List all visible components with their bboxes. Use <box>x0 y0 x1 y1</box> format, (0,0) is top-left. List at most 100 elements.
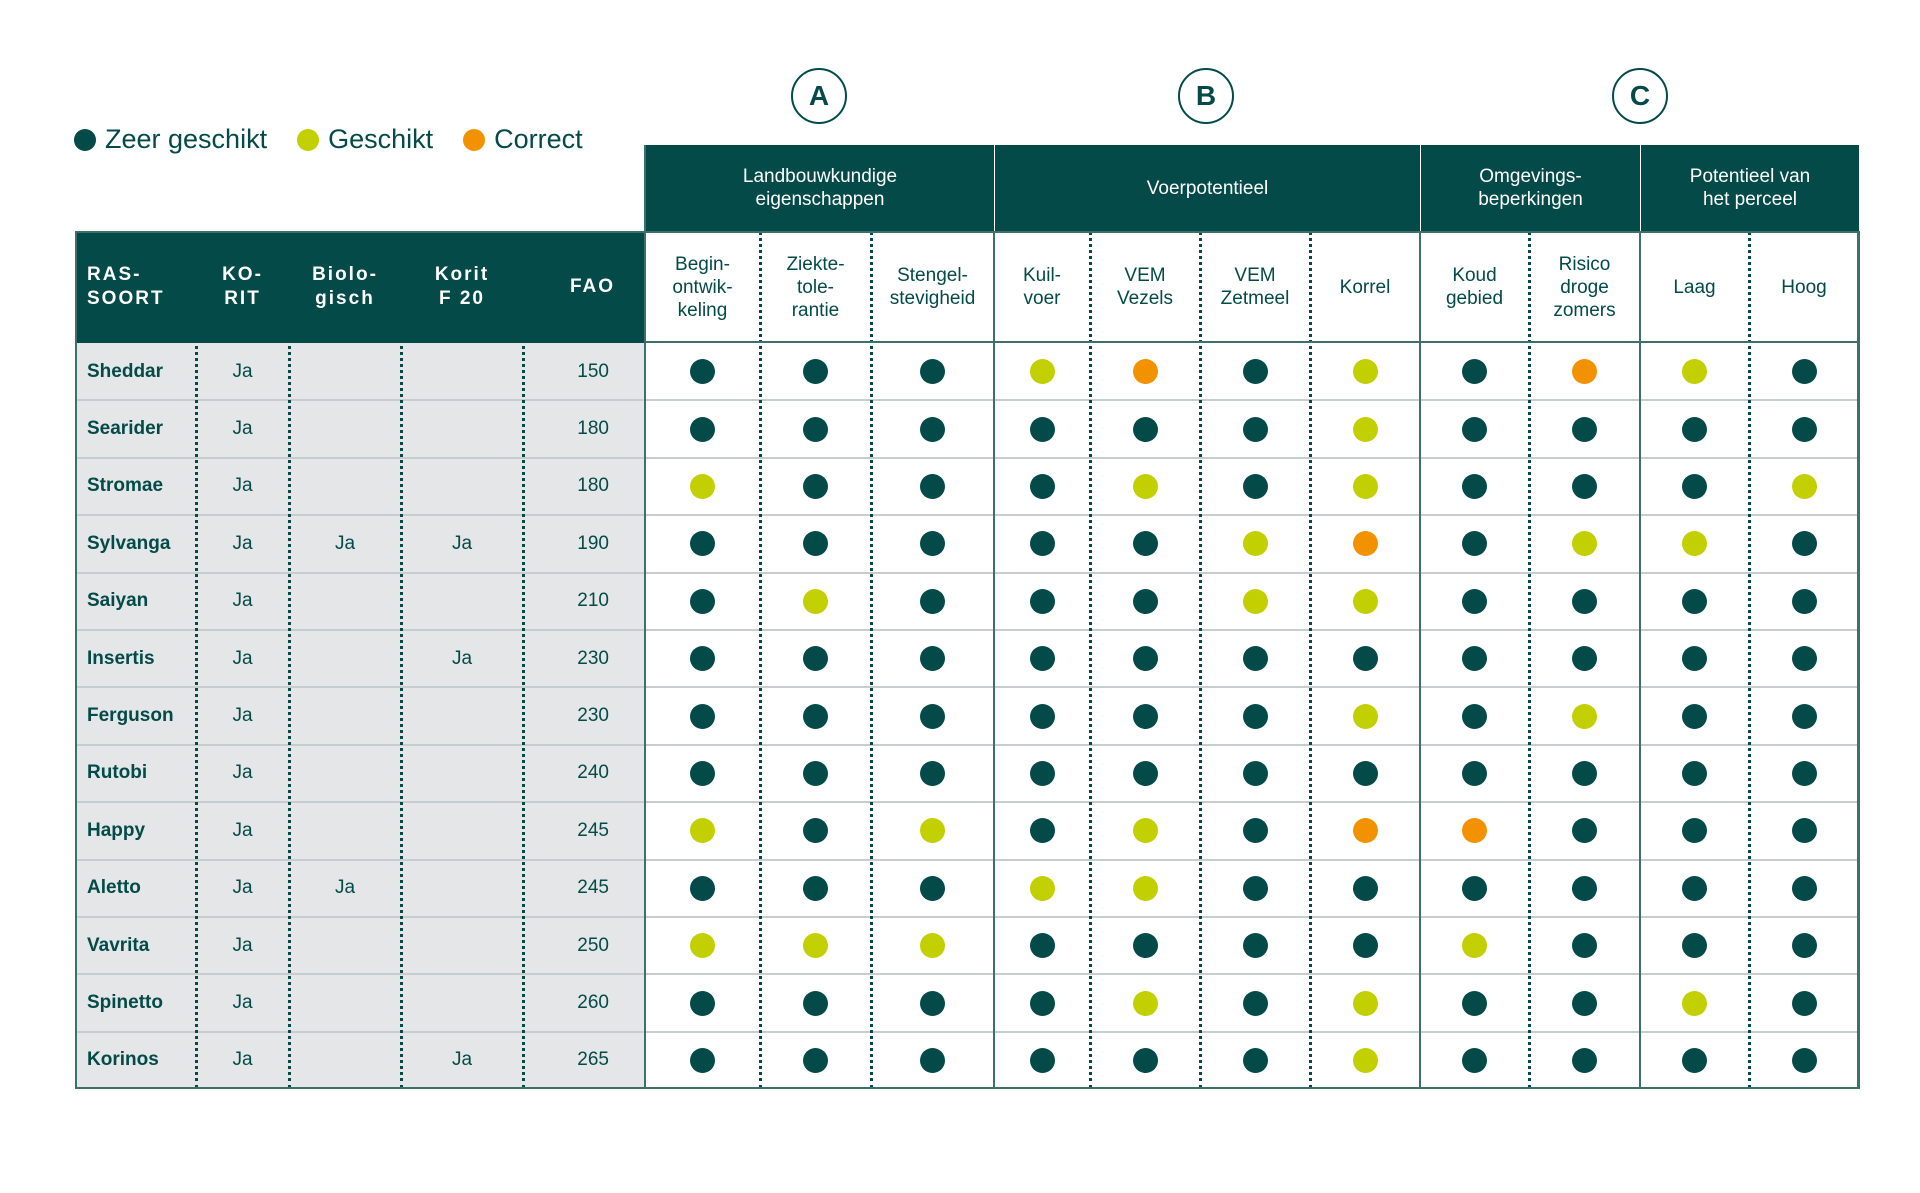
variety-name: Searider <box>87 418 164 440</box>
legend: Zeer geschikt Geschikt Correct <box>74 124 613 155</box>
column-divider <box>1199 231 1202 1090</box>
rating-dot-zeer-geschikt <box>1572 588 1597 614</box>
sub-header: Kuil- voer <box>1022 265 1061 309</box>
sub-header: VEM Vezels <box>1117 265 1173 309</box>
rating-dot-zeer-geschikt <box>690 416 715 442</box>
rating-dot-zeer-geschikt <box>803 1048 828 1073</box>
cell-korit: Ja <box>232 762 253 784</box>
group-divider <box>1639 231 1641 1090</box>
header-fao: FAO <box>523 231 645 343</box>
sub-header: Laag <box>1673 276 1716 298</box>
column-divider <box>1089 231 1092 1090</box>
rating-dot-geschikt <box>1352 1048 1378 1073</box>
rating-dot-zeer-geschikt <box>1462 646 1487 672</box>
rating-dot-zeer-geschikt <box>1572 933 1597 959</box>
cell-korit: Ja <box>232 360 253 382</box>
cell-bio: Ja <box>334 877 356 899</box>
variety-name: Happy <box>87 819 146 841</box>
rating-dot-zeer-geschikt <box>1791 646 1817 672</box>
rating-dot-zeer-geschikt <box>1242 416 1268 442</box>
rating-dot-zeer-geschikt <box>1462 531 1487 557</box>
rating-dot-geschikt <box>1029 359 1055 385</box>
rating-dot-zeer-geschikt <box>690 875 715 901</box>
sub-header: Koud gebied <box>1445 265 1504 309</box>
column-divider <box>1309 231 1312 1090</box>
row-divider <box>75 399 1859 402</box>
column-divider <box>195 231 198 1090</box>
rating-dot-zeer-geschikt <box>1572 761 1597 786</box>
rating-dot-zeer-geschikt <box>1572 990 1597 1016</box>
rating-dot-geschikt <box>1682 531 1707 557</box>
rating-dot-zeer-geschikt <box>1462 416 1487 442</box>
group-divider <box>1419 231 1421 1090</box>
rating-dot-zeer-geschikt <box>690 531 715 557</box>
rating-dot-zeer-geschikt <box>1791 416 1817 442</box>
rating-dot-zeer-geschikt <box>1462 474 1487 499</box>
column-divider <box>1528 231 1531 1090</box>
cell-korit: Ja <box>232 418 253 440</box>
cell-fao: 250 <box>577 934 609 956</box>
legend-correct: Correct <box>463 124 583 155</box>
rating-dot-zeer-geschikt <box>1462 875 1487 901</box>
cell-fao: 260 <box>577 992 609 1014</box>
rating-dot-zeer-geschikt <box>1352 933 1378 959</box>
rating-dot-zeer-geschikt <box>1572 875 1597 901</box>
rating-dot-zeer-geschikt <box>1791 531 1817 557</box>
orange-dot-icon <box>463 128 486 151</box>
header-bottom-line <box>645 341 1859 343</box>
rating-dot-geschikt <box>1572 703 1597 729</box>
rating-dot-zeer-geschikt <box>1682 474 1707 499</box>
rating-dot-zeer-geschikt <box>1029 1048 1055 1073</box>
rating-dot-zeer-geschikt <box>1029 990 1055 1016</box>
column-divider <box>400 231 403 1090</box>
group-header: Voerpotentieel <box>994 145 1420 231</box>
rating-dot-geschikt <box>1462 933 1487 959</box>
rating-dot-zeer-geschikt <box>1462 588 1487 614</box>
group-header: Potentieel van het perceel <box>1640 145 1859 231</box>
rating-dot-zeer-geschikt <box>1242 990 1268 1016</box>
rating-dot-zeer-geschikt <box>1352 646 1378 672</box>
table-border <box>75 231 1859 1090</box>
rating-dot-correct <box>1462 818 1487 844</box>
rating-dot-zeer-geschikt <box>690 646 715 672</box>
cell-fao: 265 <box>577 1049 609 1071</box>
rating-dot-zeer-geschikt <box>1132 703 1158 729</box>
rating-dot-zeer-geschikt <box>1682 761 1707 786</box>
rating-dot-zeer-geschikt <box>690 359 715 385</box>
sub-header: Stengel- stevigheid <box>889 265 976 309</box>
rating-dot-geschikt <box>1352 474 1378 499</box>
cell-f20: Ja <box>451 1049 473 1071</box>
row-divider <box>75 916 1859 918</box>
legend-geschikt: Geschikt <box>297 124 433 155</box>
variety-name: Stromae <box>87 475 164 497</box>
legend-label: Zeer geschikt <box>105 124 268 154</box>
rating-dot-zeer-geschikt <box>1682 416 1707 442</box>
rating-dot-geschikt <box>1682 990 1707 1016</box>
rating-dot-zeer-geschikt <box>1029 588 1055 614</box>
cell-fao: 210 <box>577 590 609 612</box>
group-divider <box>1858 231 1860 1090</box>
cell-korit: Ja <box>232 934 253 956</box>
cell-fao: 230 <box>577 705 609 727</box>
rating-dot-zeer-geschikt <box>690 1048 715 1073</box>
rating-dot-geschikt <box>1352 990 1378 1016</box>
sub-header: Risico droge zomers <box>1553 253 1616 321</box>
rating-dot-zeer-geschikt <box>920 646 945 672</box>
cell-korit: Ja <box>232 1049 253 1071</box>
rating-dot-zeer-geschikt <box>690 703 715 729</box>
header-rassoort: RAS- SOORT <box>75 231 196 343</box>
rating-dot-geschikt <box>1029 875 1055 901</box>
rating-dot-zeer-geschikt <box>1242 761 1268 786</box>
group-header: Omgevings- beperkingen <box>1420 145 1640 231</box>
left-body-bg <box>75 343 645 1090</box>
rating-dot-geschikt <box>1572 531 1597 557</box>
dark-dot-icon <box>74 128 96 151</box>
rating-dot-zeer-geschikt <box>1791 703 1817 729</box>
rating-dot-geschikt <box>803 933 828 959</box>
cell-fao: 150 <box>577 360 609 382</box>
rating-dot-zeer-geschikt <box>1132 531 1158 557</box>
rating-dot-zeer-geschikt <box>1132 646 1158 672</box>
rating-dot-zeer-geschikt <box>1242 474 1268 499</box>
rating-dot-zeer-geschikt <box>803 646 828 672</box>
rating-dot-zeer-geschikt <box>803 416 828 442</box>
